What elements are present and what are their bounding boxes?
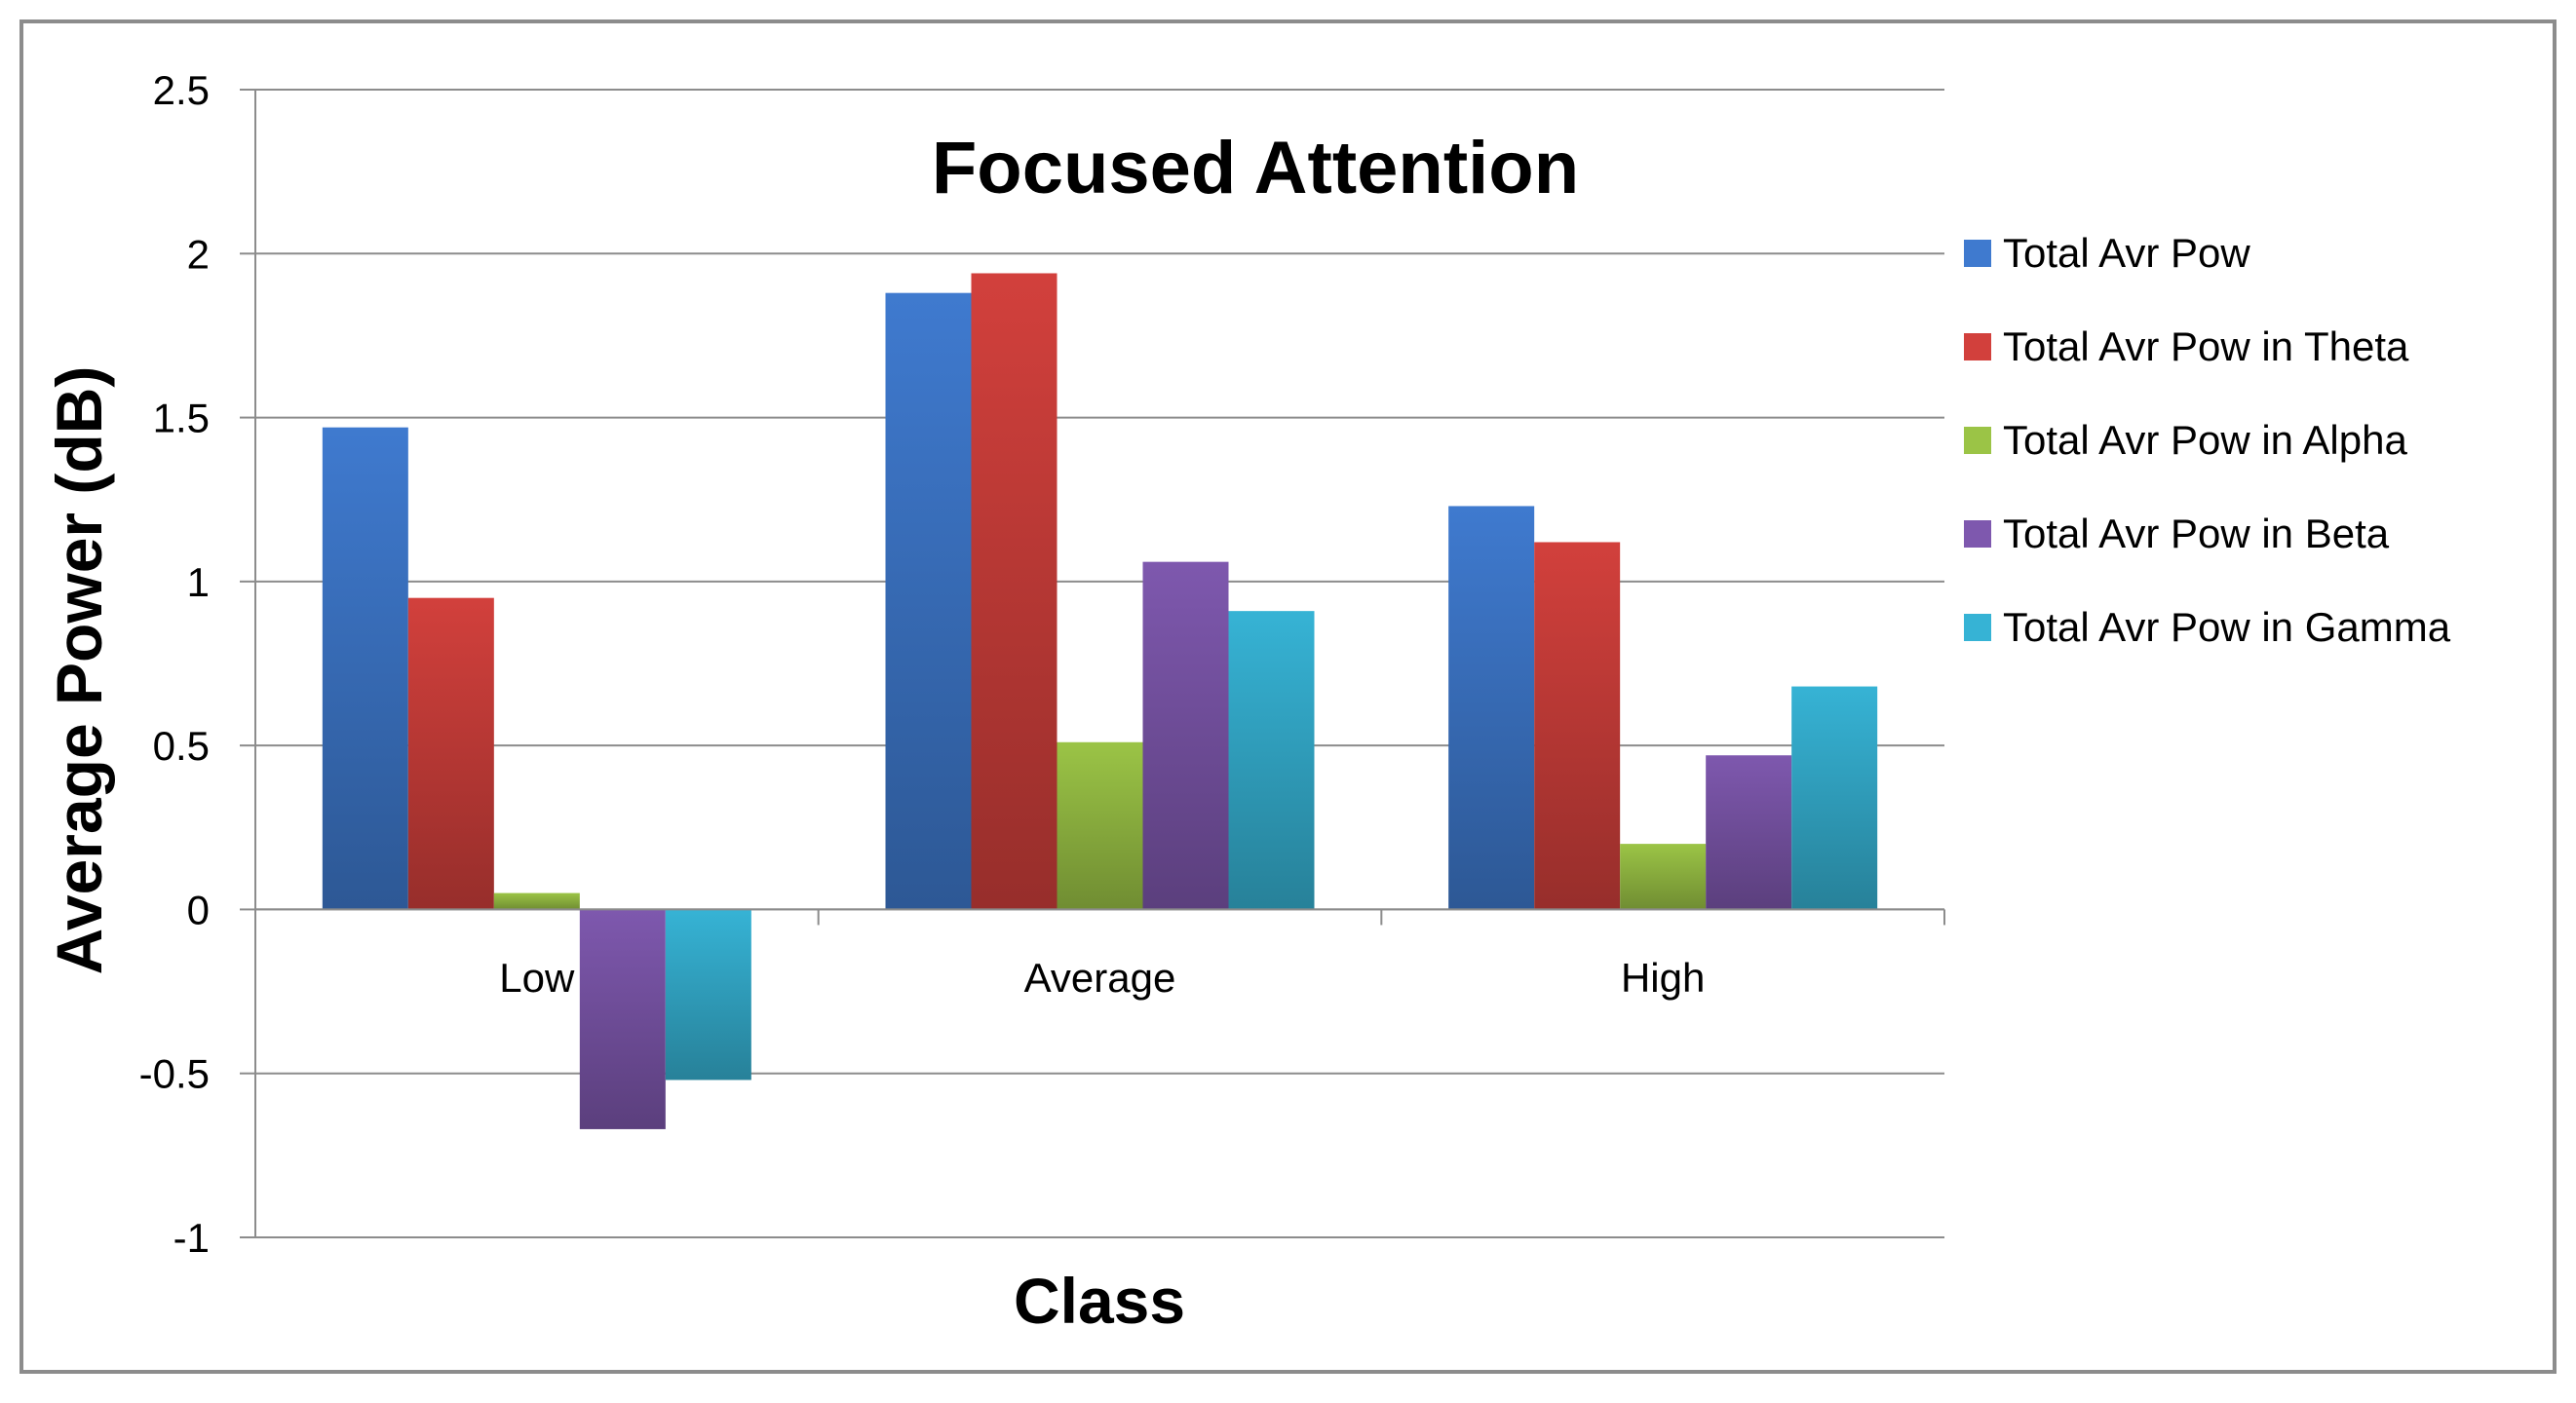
bar-total-avr-pow-in-alpha-high	[1620, 844, 1707, 910]
y-tick-label: 0.5	[153, 723, 210, 769]
y-tick-labels: -1 -0.5 0 0.5 1 1.5 2 2.5	[139, 67, 210, 1261]
gridlines	[255, 89, 1944, 1238]
bar-total-avr-pow-in-gamma-low	[665, 909, 751, 1081]
y-tick-label: 1.5	[153, 396, 210, 441]
bar-total-avr-pow-in-gamma-average	[1228, 611, 1315, 910]
chart-title: Focused Attention	[932, 127, 1579, 209]
legend-label: Total Avr Pow in Beta	[2003, 511, 2390, 556]
y-tick-label: -1	[173, 1215, 210, 1261]
y-tick-label: 0	[187, 887, 210, 932]
bar-total-avr-pow-in-gamma-high	[1791, 686, 1878, 910]
legend-label: Total Avr Pow in Theta	[2003, 323, 2409, 369]
bars	[322, 273, 1878, 1129]
bar-total-avr-pow-in-theta-high	[1534, 542, 1621, 910]
bar-total-avr-pow-in-beta-low	[579, 909, 666, 1129]
bar-total-avr-pow-average	[885, 292, 972, 910]
legend-label: Total Avr Pow	[2003, 230, 2250, 276]
legend-swatch	[1964, 520, 1991, 548]
legend-swatch	[1964, 333, 1991, 360]
x-category-label: Average	[1024, 955, 1176, 1001]
bar-total-avr-pow-in-theta-average	[971, 273, 1057, 910]
legend-swatch	[1964, 427, 1991, 454]
x-category-label: Low	[499, 955, 575, 1001]
legend-swatch	[1964, 614, 1991, 641]
y-axis-title: Average Power (dB)	[43, 366, 115, 975]
bar-total-avr-pow-in-beta-average	[1142, 561, 1229, 910]
x-category-label: High	[1621, 955, 1705, 1001]
bar-total-avr-pow-high	[1448, 506, 1535, 910]
x-category-labels: Low Average High	[499, 955, 1705, 1001]
bar-total-avr-pow-low	[322, 427, 408, 910]
y-tick-label: 2.5	[153, 67, 210, 113]
axes	[240, 89, 1945, 1238]
legend: Total Avr Pow Total Avr Pow in Theta Total…	[1964, 230, 2451, 650]
y-tick-label: 1	[187, 559, 210, 605]
legend-label: Total Avr Pow in Gamma	[2003, 604, 2451, 650]
bar-total-avr-pow-in-theta-low	[407, 597, 494, 910]
bar-total-avr-pow-in-alpha-average	[1057, 741, 1143, 910]
bar-total-avr-pow-in-alpha-low	[493, 892, 580, 910]
legend-swatch	[1964, 240, 1991, 267]
x-axis-title: Class	[1014, 1265, 1185, 1337]
y-tick-label: 2	[187, 231, 210, 277]
legend-label: Total Avr Pow in Alpha	[2003, 417, 2407, 463]
bar-total-avr-pow-in-beta-high	[1706, 755, 1792, 910]
y-tick-label: -0.5	[139, 1051, 210, 1097]
